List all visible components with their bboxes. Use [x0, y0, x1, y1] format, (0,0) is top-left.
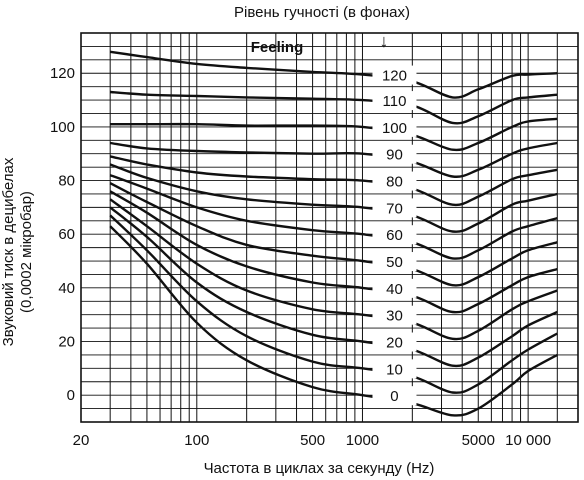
x-tick-label: 500: [300, 432, 325, 449]
curves: [109, 50, 558, 417]
title-arrow: ↓: [380, 31, 389, 51]
phon-label-bg: [372, 359, 417, 379]
y-tick-label: 60: [58, 226, 75, 243]
y-tick-label: 100: [50, 119, 75, 136]
phon-curve-100: [110, 117, 558, 152]
phon-label-80: 80: [386, 174, 403, 191]
y-tick-label: 80: [58, 173, 75, 190]
phon-label-40: 40: [386, 281, 403, 298]
y-tick-label: 120: [50, 65, 75, 82]
phon-label-bg: [372, 117, 417, 137]
x-tick-label: 1000: [346, 432, 379, 449]
phon-label-100: 100: [382, 120, 407, 137]
phon-label-70: 70: [386, 200, 403, 217]
chart-title: Рівень гучності (в фонах): [234, 4, 410, 21]
phon-curve-0: [109, 225, 558, 417]
phon-label-bg: [372, 386, 417, 406]
phon-curve-110: [110, 90, 558, 125]
phon-label-bg: [372, 171, 417, 191]
phon-label-bg: [372, 252, 417, 272]
phon-label-bg: [372, 225, 417, 245]
feeling-annotation: Feeling: [251, 39, 304, 56]
phon-label-bg: [372, 278, 417, 298]
phon-curve-10: [109, 214, 558, 394]
phon-label-bg: [372, 198, 417, 218]
x-tick-label: 20: [73, 432, 90, 449]
phon-label-bg: [372, 305, 417, 325]
phon-label-30: 30: [386, 308, 403, 325]
y-tick-label: 20: [58, 334, 75, 351]
y-axis-label-line1: Звуковий тиск в децибелах: [0, 157, 17, 346]
phon-label-120: 120: [382, 68, 407, 85]
y-tick-label: 40: [58, 280, 75, 297]
plot-frame: [80, 32, 579, 423]
phon-label-bg: [372, 91, 417, 111]
phon-label-60: 60: [386, 227, 403, 244]
phon-curve-90: [110, 141, 558, 178]
x-tick-label: 100: [184, 432, 209, 449]
y-axis-label-line2: (0,0002 мікробар): [18, 191, 35, 313]
x-axis-label: Частота в циклах за секунду (Hz): [204, 460, 435, 477]
phon-label-50: 50: [386, 254, 403, 271]
phon-label-90: 90: [386, 147, 403, 164]
phon-label-bg: [372, 144, 417, 164]
phon-curve-120: [110, 50, 558, 99]
phon-label-bg: [372, 332, 417, 352]
phon-label-110: 110: [383, 93, 407, 110]
phon-label-0: 0: [390, 388, 398, 405]
y-tick-label: 0: [67, 387, 75, 404]
x-tick-label: 5000: [462, 432, 495, 449]
phon-curve-30: [109, 198, 558, 341]
phon-curve-40: [109, 190, 558, 314]
phon-label-20: 20: [386, 335, 403, 352]
grid: [80, 32, 579, 423]
x-tick-label: 10 000: [505, 432, 551, 449]
phon-curve-70: [109, 163, 558, 233]
phon-label-10: 10: [386, 361, 403, 378]
phon-label-bg: [372, 65, 417, 85]
